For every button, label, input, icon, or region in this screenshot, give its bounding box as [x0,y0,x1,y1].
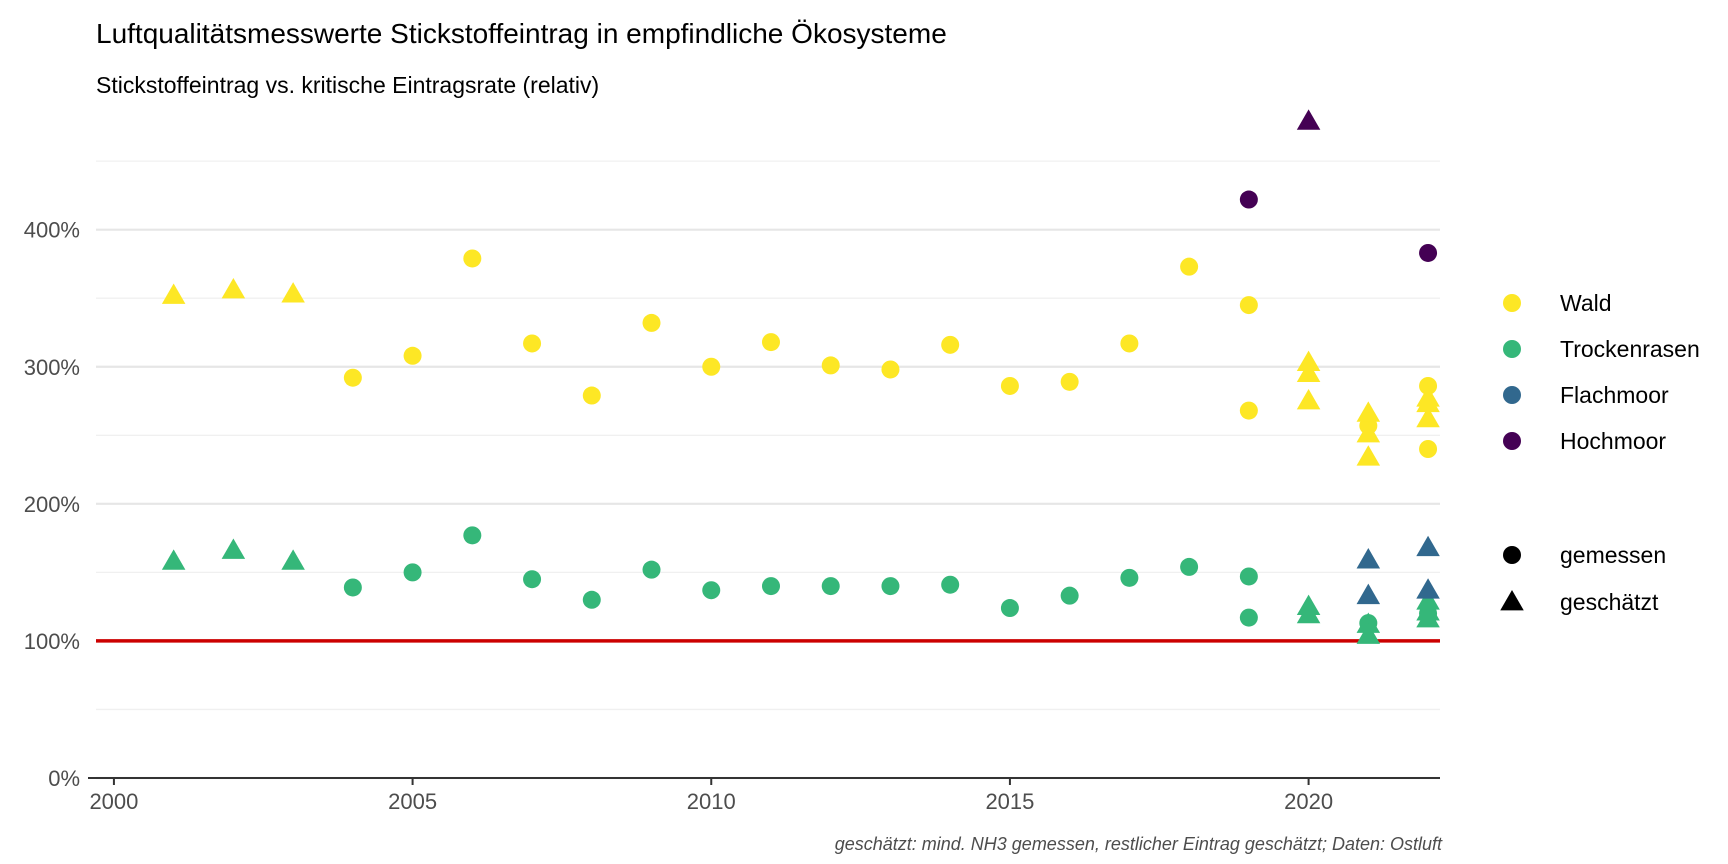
chart-subtitle: Stickstoffeintrag vs. kritische Eintrags… [96,72,600,98]
axes: 0% 100% 200% 300% 400% 2000 2005 2010 2015 2020 [24,218,1440,814]
data-point [281,282,305,303]
data-point [1239,608,1258,627]
chart-caption: geschätzt: mind. NH3 gemessen, restliche… [834,834,1442,854]
data-point [881,577,900,596]
data-point [1356,548,1381,569]
grid-lines [96,160,1440,780]
data-point [702,581,721,600]
data-points [161,109,1440,644]
data-point [1060,372,1079,391]
data-point [403,346,422,365]
data-point [1416,535,1440,557]
data-point [1296,361,1321,383]
data-point [821,577,840,596]
data-point [1239,296,1258,315]
data-point [1296,109,1321,130]
data-point [1356,421,1381,443]
legend-label: geschätzt [1560,589,1659,615]
data-point [1416,589,1440,610]
data-point [221,277,246,299]
data-point [761,333,780,352]
data-point [642,560,661,579]
y-tick-label: 100% [24,629,80,654]
data-point [1296,389,1321,410]
x-tick-label: 2005 [388,789,437,814]
data-point [1416,406,1440,428]
y-tick-label: 400% [24,218,80,243]
data-point [403,563,422,582]
data-point [821,356,840,375]
data-point [1000,376,1019,395]
legend-key-triangle [1500,590,1524,611]
legend-label: Flachmoor [1560,382,1669,408]
data-point [941,575,960,594]
legend: Wald Trockenrasen Flachmoor Hochmoor gemesse… [1500,290,1700,615]
data-point [702,357,721,376]
data-point [281,549,305,570]
data-point [761,577,780,596]
data-point [1296,602,1321,624]
data-point [523,334,542,353]
legend-label: Hochmoor [1560,428,1666,454]
data-point [1000,599,1019,618]
data-point [161,549,186,570]
x-tick-label: 2015 [985,789,1034,814]
data-point [1180,557,1199,576]
x-tick-label: 2010 [687,789,736,814]
legend-key-hochmoor [1503,432,1521,450]
data-point [221,538,246,559]
data-point [1356,583,1381,605]
data-point [582,386,601,405]
data-point [1419,440,1438,458]
data-point [1419,243,1438,262]
data-point [1296,350,1321,372]
y-tick-label: 300% [24,355,80,380]
data-point [642,313,661,332]
data-point [1416,391,1440,413]
legend-key-wald [1503,294,1521,312]
data-point [1120,334,1139,353]
data-point [161,283,186,304]
data-point [1239,567,1258,586]
data-point [881,360,900,379]
legend-key-flachmoor [1503,386,1521,404]
data-point [1060,586,1079,605]
data-point [1356,401,1381,422]
legend-label: Trockenrasen [1560,336,1700,362]
data-point [1356,445,1381,466]
legend-label: gemessen [1560,542,1666,568]
legend-key-circle [1503,546,1521,564]
data-point [1180,257,1199,276]
data-point [463,249,482,268]
data-point [1356,612,1381,633]
y-tick-label: 0% [48,766,80,791]
data-point [1239,190,1258,209]
data-point [1416,606,1440,628]
y-tick-label: 200% [24,492,80,517]
data-point [1239,401,1258,420]
x-tick-label: 2000 [89,789,138,814]
data-point [523,570,542,589]
data-point [1419,376,1438,395]
chart-title: Luftqualitätsmesswerte Stickstoffeintrag… [96,18,947,49]
data-point [1416,578,1440,599]
x-tick-label: 2020 [1284,789,1333,814]
data-point [343,368,362,387]
data-point [582,590,601,609]
data-point [1356,623,1381,644]
data-point [941,335,960,354]
legend-key-trockenrasen [1503,340,1521,358]
data-point [343,578,362,597]
data-point [1120,568,1139,587]
data-point [463,526,482,545]
legend-label: Wald [1560,290,1612,316]
